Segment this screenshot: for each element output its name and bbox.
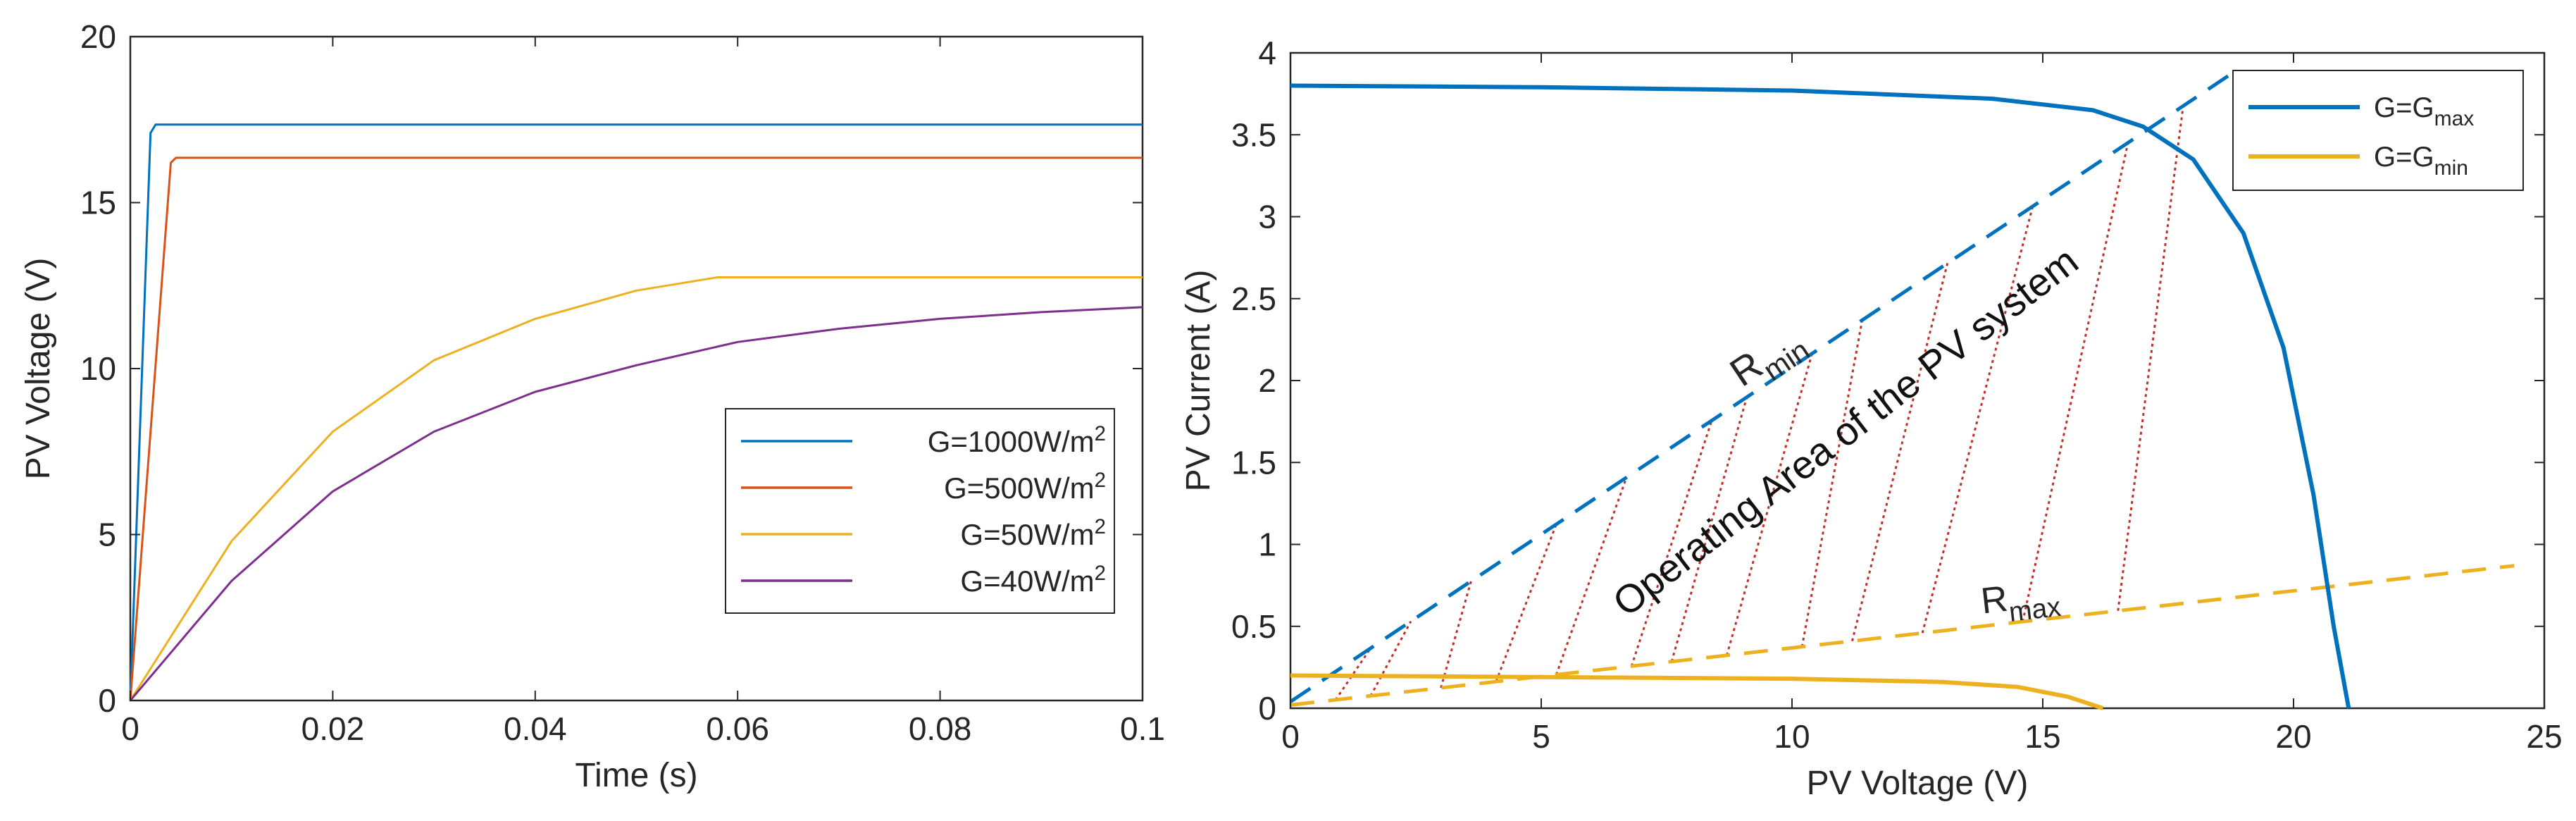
left-y-axis-label: PV Voltage (V) [20,258,57,480]
hatch-line [1725,353,1813,656]
left-legend: G=1000W/m2G=500W/m2G=50W/m2G=40W/m2 [725,408,1115,614]
left-x-tick-label: 0.02 [301,710,365,747]
right-x-tick-label: 20 [2275,718,2311,755]
hatch-line [1440,581,1472,689]
right-y-tick-label: 1.5 [1231,444,1276,481]
right-y-tick-label: 0 [1258,690,1276,727]
legend-label: G=50W/m2 [960,515,1106,551]
hatch-line [2022,142,2129,622]
iv-curve-gmin [1290,673,2104,710]
left-x-tick-label: 0.04 [504,710,567,747]
hatch-line [1555,476,1628,675]
left-y-tick-label: 5 [98,517,116,553]
right-series-group [1290,83,2351,710]
legend-label: G=40W/m2 [960,562,1106,598]
legend-text-sup: 2 [1095,422,1106,445]
legend-text-base: G=40W/m [960,564,1094,598]
right-x-tick-label: 25 [2526,718,2562,755]
hatch-line [1630,420,1713,667]
r-min-label: Rmin [1722,316,1815,403]
left-chart: 0 0.02 0.04 0.06 0.08 0.1 0 5 10 15 20 Time (s) PV… [20,18,1165,794]
right-x-axis-label: PV Voltage (V) [1807,765,2029,802]
right-y-tick-label: 1 [1258,526,1276,563]
legend-text-base: G=50W/m [960,518,1094,551]
hatch-line [1800,319,1864,648]
r-min-line [1289,74,2229,703]
right-legend-box [2232,70,2524,191]
legend-text-base: G=G [2374,142,2434,173]
left-series-group [129,123,1143,701]
legend-text-sup: 2 [1095,469,1106,492]
right-x-tick-label: 15 [2024,718,2060,755]
right-x-tick-label: 0 [1281,718,1300,755]
left-axis-ticks: 0 0.02 0.04 0.06 0.08 0.1 0 5 10 15 20 [80,18,1165,747]
right-chart: 0 5 10 15 20 25 0 0.5 1 1.5 2 2.5 3 3.5 4 PV Voltage (… [1180,35,2563,802]
left-y-tick-label: 15 [80,185,116,221]
right-y-tick-label: 3.5 [1231,116,1276,153]
series-line-1 [129,123,1143,701]
hatch-line [1369,621,1412,697]
hatch-line [1670,397,1748,662]
series-line-4 [129,306,1143,701]
left-y-tick-label: 10 [80,350,116,387]
right-y-tick-label: 2 [1258,362,1276,399]
legend-text-base: G=1000W/m [928,425,1095,458]
legend-label: G=Gmin [2374,142,2468,180]
legend-label: G=Gmax [2374,92,2474,130]
operating-area-label: Operating Area of the PV system [1605,238,2086,625]
legend-text-base: G=500W/m [944,471,1095,505]
right-y-tick-label: 3 [1258,199,1276,235]
legend-text-sub: min [2434,156,2468,180]
r-max-label: Rmax [1979,572,2062,631]
load-lines [1289,74,2515,707]
left-x-tick-label: 0.08 [909,710,972,747]
right-x-tick-label: 5 [1532,718,1550,755]
legend-text-sub: max [2008,592,2063,628]
legend-label: G=500W/m2 [944,469,1106,505]
series-line-3 [129,276,1143,701]
hatch-line [1850,263,1949,642]
legend-text-sup: 2 [1095,562,1106,585]
left-y-tick-label: 20 [80,18,116,55]
r-max-line [1290,564,2515,707]
hatch-line [1495,524,1557,682]
legend-text-sub: max [2434,107,2475,130]
legend-text-base: R [1979,579,2010,622]
right-axis-ticks: 0 5 10 15 20 25 0 0.5 1 1.5 2 2.5 3 3.5 4 [1231,35,2563,755]
series-line-2 [129,156,1143,701]
hatch-line [2117,106,2184,611]
right-x-tick-label: 10 [1774,718,1810,755]
left-legend-box [725,408,1115,614]
right-y-tick-label: 2.5 [1231,280,1276,317]
left-x-tick-label: 0.1 [1120,710,1165,747]
right-y-tick-label: 0.5 [1231,608,1276,645]
left-x-tick-label: 0.06 [706,710,769,747]
iv-curve-gmax [1290,83,2351,709]
legend-label: G=1000W/m2 [928,422,1106,458]
legend-text-base: G=G [2374,92,2434,123]
left-x-tick-label: 0 [121,710,139,747]
legend-text-sup: 2 [1095,515,1106,538]
left-y-tick-label: 0 [98,682,116,719]
left-x-axis-label: Time (s) [575,757,697,794]
hatch-line [1334,647,1372,700]
operating-area-hatch [1334,106,2184,700]
right-y-axis-label: PV Current (A) [1180,270,1217,492]
right-y-tick-label: 4 [1258,35,1276,71]
